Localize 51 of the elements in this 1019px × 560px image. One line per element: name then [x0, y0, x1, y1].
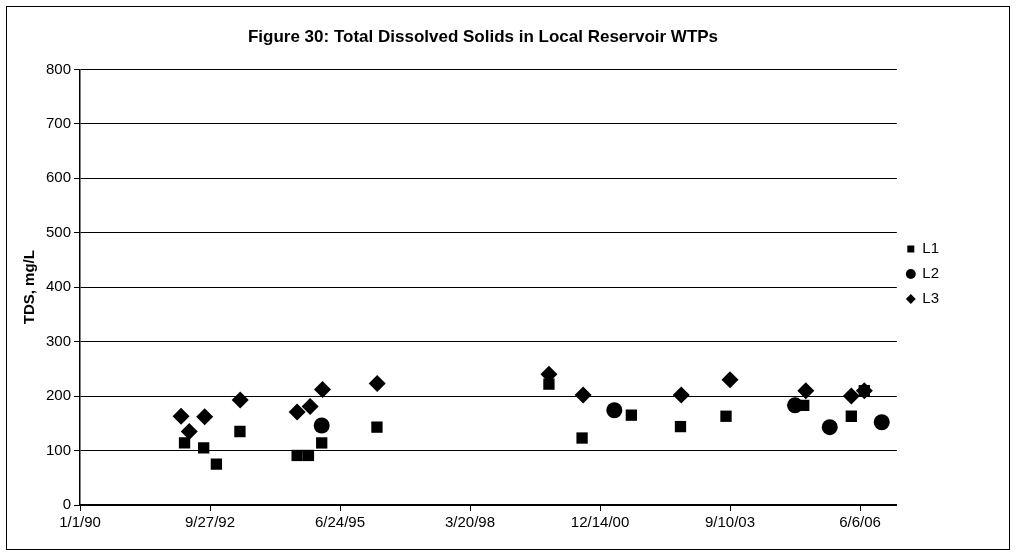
- legend-label: L3: [922, 289, 939, 307]
- point: [674, 420, 687, 433]
- x-tick-label: 12/14/00: [570, 513, 630, 531]
- x-tick-label: 6/24/95: [315, 513, 366, 531]
- point: [842, 387, 860, 405]
- point: [845, 410, 857, 422]
- point: [301, 397, 319, 415]
- legend-label: L1: [922, 239, 939, 257]
- point: [180, 422, 198, 440]
- y-tick-label: 600: [46, 168, 72, 186]
- x-tick-label: 1/1/90: [59, 513, 101, 531]
- point: [210, 458, 223, 470]
- y-tick-label: 400: [46, 277, 72, 295]
- y-tick-label: 700: [46, 113, 72, 131]
- point: [302, 449, 315, 462]
- y-tick-label: 800: [46, 59, 72, 77]
- y-tick-label: 100: [46, 440, 72, 458]
- point: [873, 414, 890, 431]
- x-tick-label: 6/6/06: [839, 513, 881, 531]
- point: [178, 437, 191, 449]
- point: [574, 386, 592, 404]
- chart-title: Figure 30: Total Dissolved Solids in Local Reservoir WTPs: [247, 26, 719, 46]
- point: [198, 442, 210, 454]
- point: [368, 375, 386, 393]
- point: [313, 417, 330, 434]
- point: [371, 421, 383, 433]
- point: [821, 419, 838, 436]
- y-tick-label: 300: [46, 331, 72, 349]
- point: [288, 403, 306, 421]
- point: [625, 409, 638, 421]
- point: [231, 391, 249, 409]
- point: [576, 432, 588, 444]
- x-tick-label: 3/20/98: [445, 513, 496, 531]
- legend-label: L2: [922, 264, 939, 282]
- point: [606, 402, 623, 419]
- point: [234, 425, 246, 438]
- y-axis-title: TDS, mg/L: [20, 250, 38, 325]
- point: [196, 408, 214, 426]
- point: [721, 371, 739, 389]
- y-tick-label: 500: [46, 222, 72, 240]
- x-tick-label: 9/10/03: [705, 513, 756, 531]
- point: [172, 407, 190, 425]
- y-tick-label: 200: [46, 386, 72, 404]
- point: [720, 410, 732, 422]
- point: [313, 381, 331, 399]
- point: [797, 382, 815, 400]
- x-tick-label: 9/27/92: [185, 513, 236, 531]
- point: [316, 437, 328, 449]
- point: [672, 386, 690, 404]
- point: [291, 449, 303, 462]
- y-tick-label: 0: [62, 495, 72, 513]
